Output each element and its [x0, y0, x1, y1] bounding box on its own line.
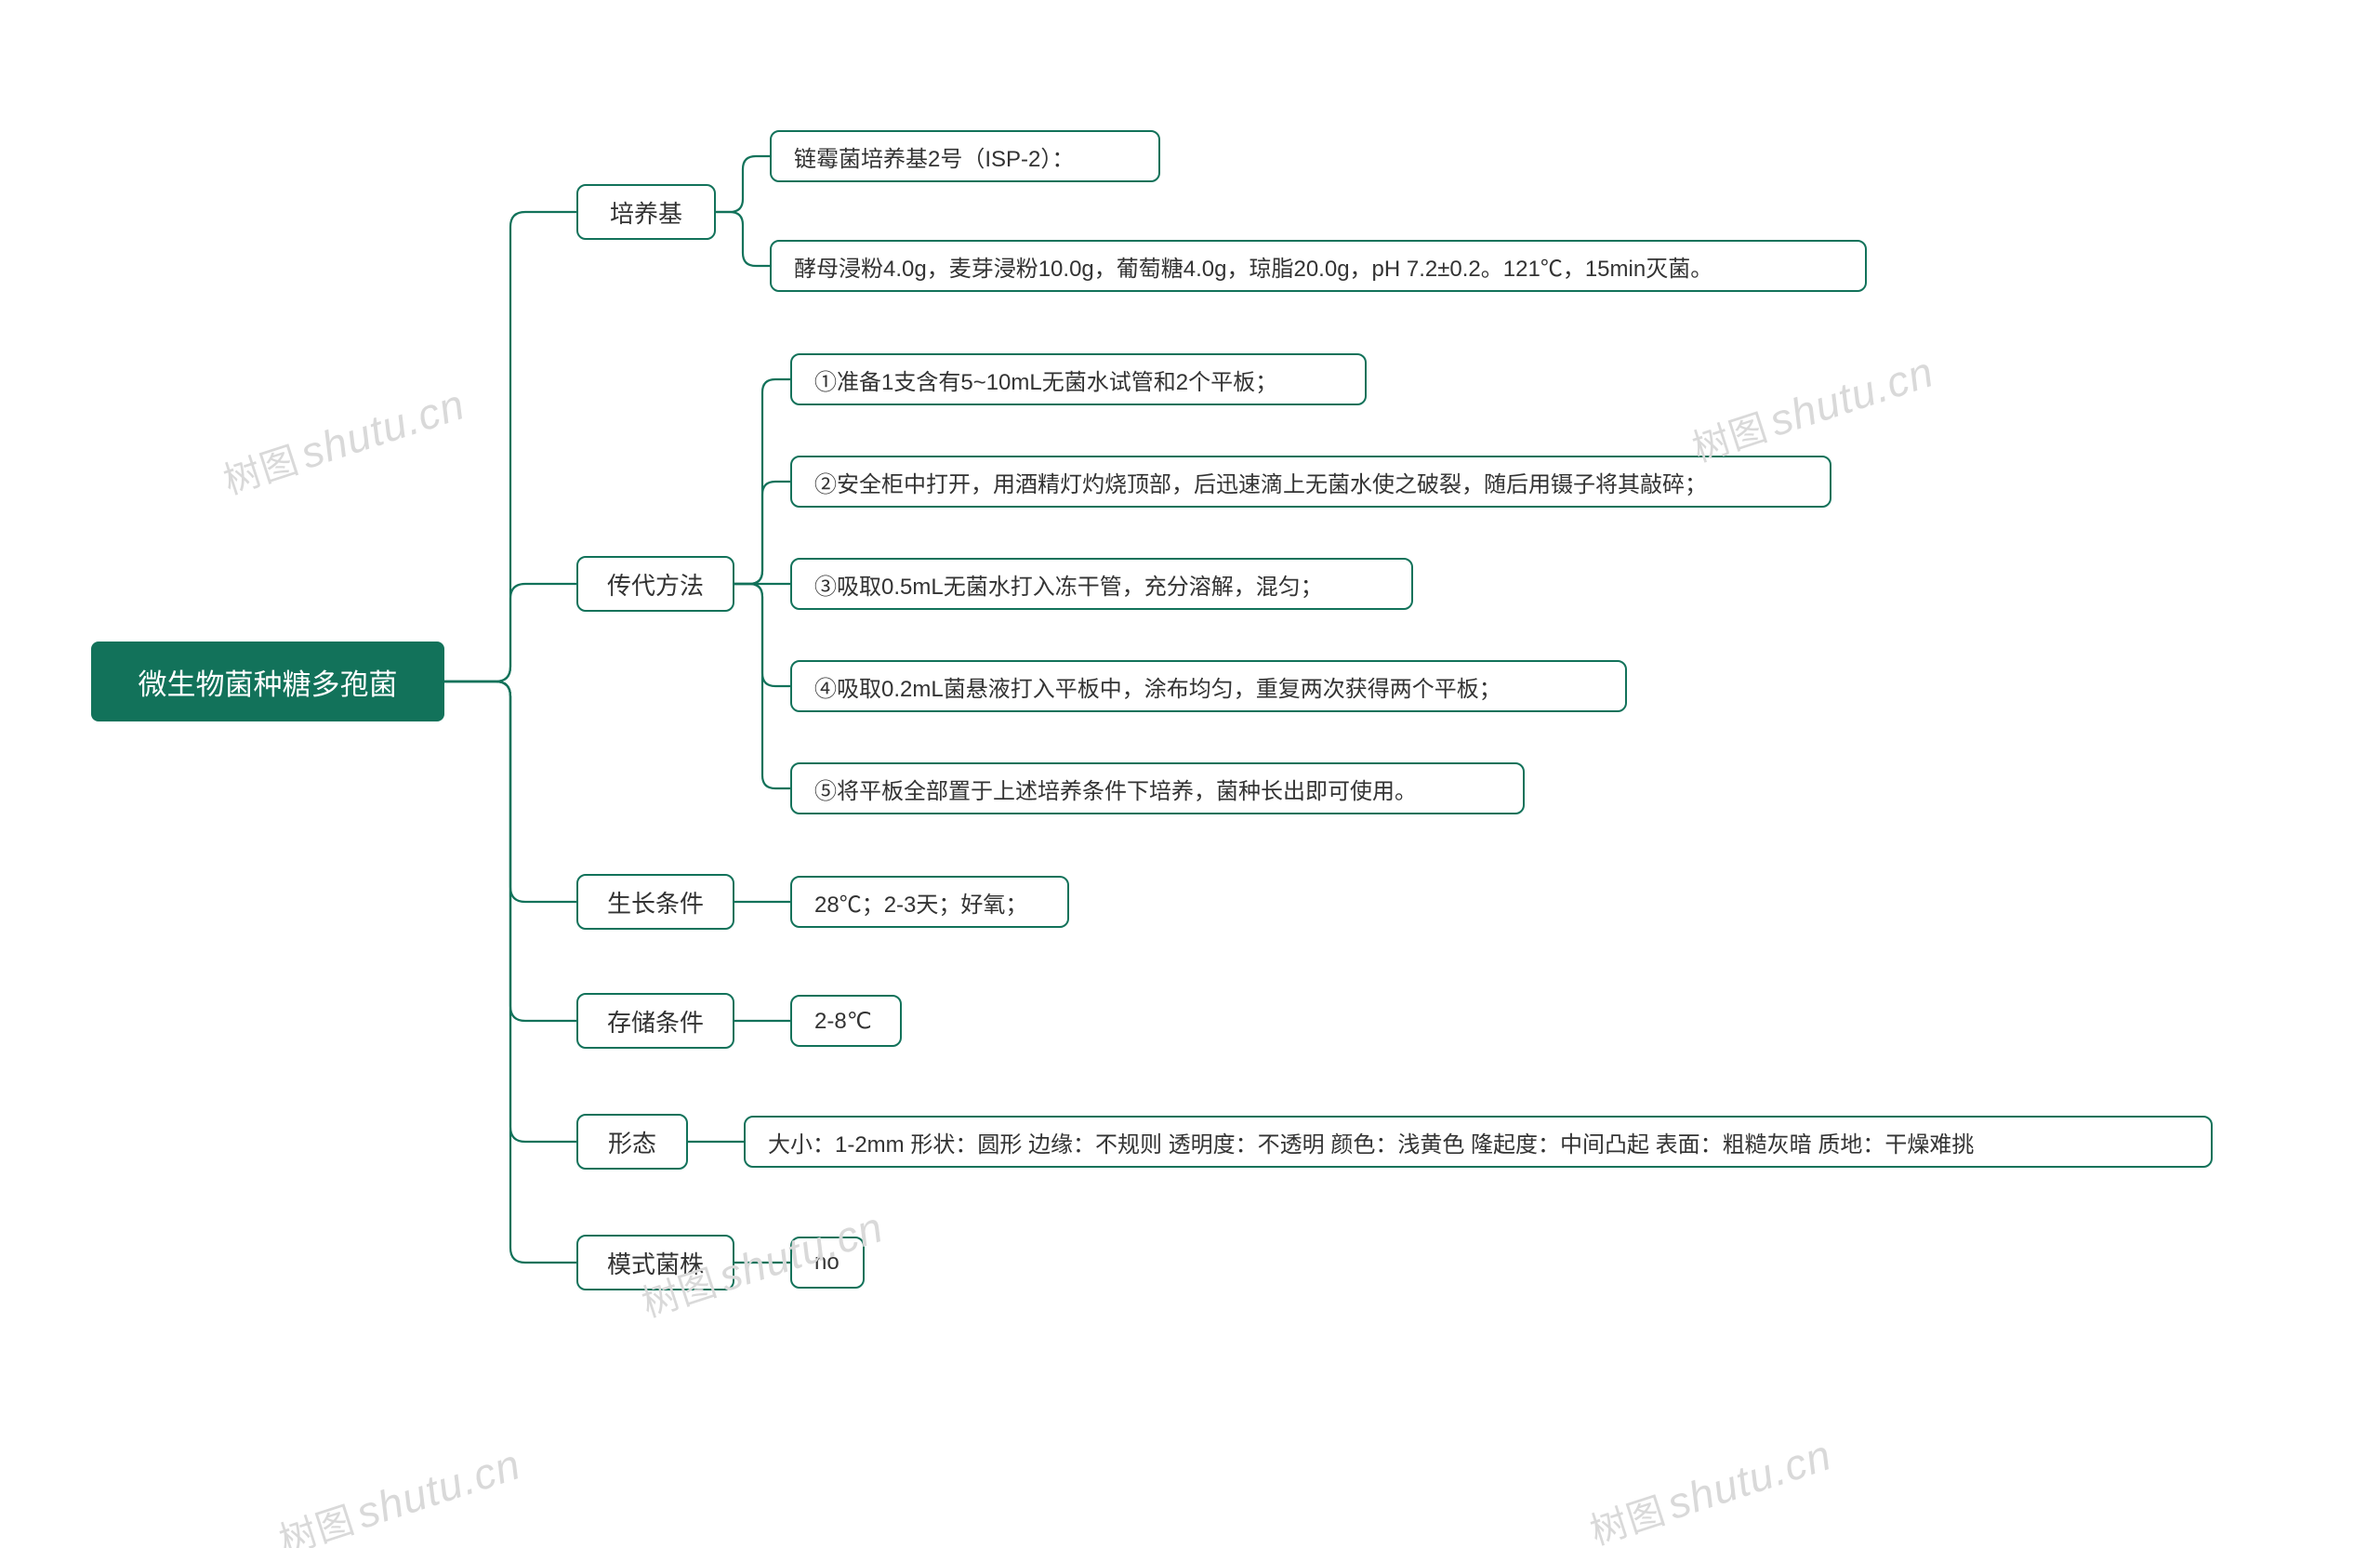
leaf-node: ④吸取0.2mL菌悬液打入平板中，涂布均匀，重复两次获得两个平板；: [790, 660, 1627, 712]
root-label: 微生物菌种糖多孢菌: [139, 661, 398, 703]
leaf-label: ①准备1支含有5~10mL无菌水试管和2个平板；: [814, 364, 1277, 396]
watermark: 树图shutu.cn: [216, 376, 471, 505]
branch-node: 模式菌株: [576, 1235, 734, 1290]
watermark-cn: 树图: [218, 440, 304, 502]
watermark: 树图shutu.cn: [1582, 1426, 1838, 1548]
watermark: 树图shutu.cn: [1685, 343, 1940, 472]
branch-label: 模式菌株: [607, 1246, 704, 1280]
watermark-en: shutu.cn: [350, 1439, 526, 1538]
branch-label: 生长条件: [607, 885, 704, 920]
branch-node: 培养基: [576, 184, 716, 240]
leaf-label: 28℃；2-3天；好氧；: [814, 886, 1027, 919]
leaf-node: no: [790, 1237, 865, 1289]
leaf-label: ⑤将平板全部置于上述培养条件下培养，菌种长出即可使用。: [814, 773, 1417, 805]
watermark-en: shutu.cn: [295, 379, 470, 478]
branch-label: 培养基: [610, 195, 682, 230]
leaf-node: 28℃；2-3天；好氧；: [790, 876, 1069, 928]
branch-node: 传代方法: [576, 556, 734, 612]
branch-label: 存储条件: [607, 1004, 704, 1039]
leaf-label: 2-8℃: [814, 1008, 872, 1035]
branch-node: 形态: [576, 1114, 688, 1170]
leaf-label: 酵母浸粉4.0g，麦芽浸粉10.0g，葡萄糖4.0g，琼脂20.0g，pH 7.…: [794, 250, 1712, 283]
leaf-node: 2-8℃: [790, 995, 902, 1047]
leaf-node: ③吸取0.5mL无菌水打入冻干管，充分溶解，混匀；: [790, 558, 1413, 610]
leaf-label: ③吸取0.5mL无菌水打入冻干管，充分溶解，混匀；: [814, 568, 1323, 601]
leaf-label: 链霉菌培养基2号（ISP-2）：: [794, 140, 1074, 173]
watermark-cn: 树图: [1585, 1490, 1671, 1548]
leaf-label: no: [814, 1250, 840, 1276]
mindmap-root: 微生物菌种糖多孢菌: [91, 642, 444, 721]
leaf-node: 大小：1-2mm 形状：圆形 边缘：不规则 透明度：不透明 颜色：浅黄色 隆起度…: [744, 1116, 2213, 1168]
watermark-cn: 树图: [274, 1500, 360, 1548]
leaf-label: 大小：1-2mm 形状：圆形 边缘：不规则 透明度：不透明 颜色：浅黄色 隆起度…: [768, 1126, 1974, 1158]
branch-label: 传代方法: [607, 567, 704, 602]
leaf-label: ②安全柜中打开，用酒精灯灼烧顶部，后迅速滴上无菌水使之破裂，随后用镊子将其敲碎；: [814, 466, 1707, 498]
leaf-node: ②安全柜中打开，用酒精灯灼烧顶部，后迅速滴上无菌水使之破裂，随后用镊子将其敲碎；: [790, 456, 1831, 508]
leaf-node: ⑤将平板全部置于上述培养条件下培养，菌种长出即可使用。: [790, 762, 1525, 814]
watermark-en: shutu.cn: [1764, 347, 1939, 445]
branch-label: 形态: [608, 1125, 656, 1159]
leaf-node: ①准备1支含有5~10mL无菌水试管和2个平板；: [790, 353, 1367, 405]
branch-node: 生长条件: [576, 874, 734, 930]
branch-node: 存储条件: [576, 993, 734, 1049]
watermark-en: shutu.cn: [1661, 1430, 1837, 1528]
watermark: 树图shutu.cn: [271, 1436, 527, 1548]
leaf-node: 酵母浸粉4.0g，麦芽浸粉10.0g，葡萄糖4.0g，琼脂20.0g，pH 7.…: [770, 240, 1867, 292]
leaf-label: ④吸取0.2mL菌悬液打入平板中，涂布均匀，重复两次获得两个平板；: [814, 670, 1501, 703]
leaf-node: 链霉菌培养基2号（ISP-2）：: [770, 130, 1160, 182]
